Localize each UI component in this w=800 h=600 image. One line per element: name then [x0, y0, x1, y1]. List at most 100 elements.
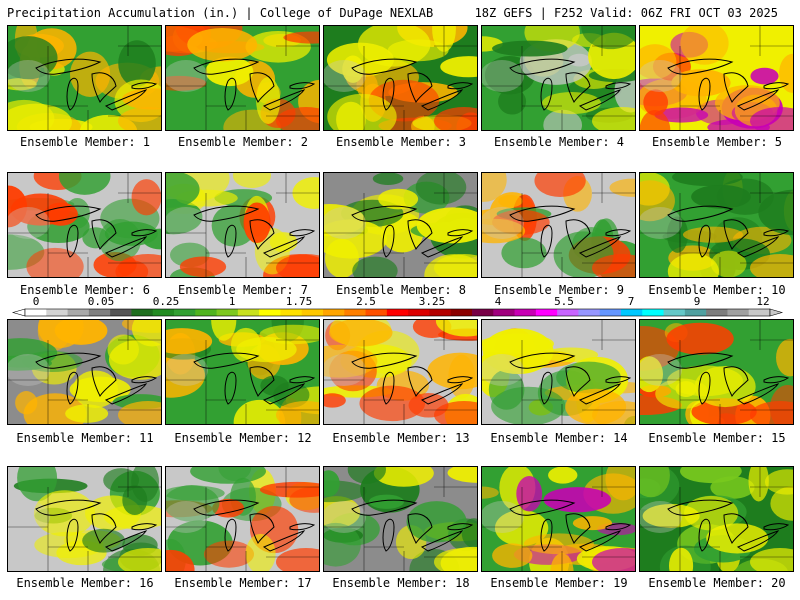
lake-outline	[66, 224, 79, 258]
colorbar-tick-label: 1.75	[285, 295, 313, 308]
ensemble-member-label: Ensemble Member: 8	[335, 283, 467, 297]
lake-outline	[565, 72, 591, 103]
colorbar-swatch	[727, 309, 750, 316]
colorbar-swatch	[301, 309, 324, 316]
colorbar-tick-label: 2.5	[356, 295, 376, 308]
ensemble-panel-18	[323, 466, 478, 572]
lake-outline	[763, 82, 790, 90]
lake-outline	[289, 229, 316, 237]
colorbar-tick-label: 0.25	[152, 295, 180, 308]
colorbar-swatch	[216, 309, 239, 316]
lake-outline	[565, 513, 591, 544]
colorbar-swatch	[621, 309, 643, 316]
colorbar-swatch	[344, 309, 367, 316]
colorbar-right-arrow	[769, 308, 784, 317]
lake-outline	[91, 513, 117, 544]
lake-outline	[763, 523, 790, 531]
ensemble-panel-19	[481, 466, 636, 572]
lake-outline	[382, 518, 395, 552]
colorbar-swatch	[408, 309, 430, 316]
colorbar-tick-label: 9	[693, 295, 701, 308]
lake-outline	[447, 523, 474, 531]
lake-outline	[578, 236, 622, 258]
lake-outline	[262, 530, 306, 552]
precip-map-19	[482, 467, 635, 571]
colorbar-swatch	[429, 309, 452, 316]
lake-outline	[509, 58, 576, 75]
lake-outline	[35, 58, 102, 75]
colorbar-swatch	[259, 309, 281, 316]
colorbar-tick-label: 4	[494, 295, 502, 308]
lake-outline	[104, 530, 148, 552]
precip-map-7	[166, 173, 319, 277]
colorbar-swatch	[748, 309, 771, 316]
colorbar-swatch	[578, 309, 601, 316]
lake-outline	[289, 376, 316, 384]
ensemble-member-label: Ensemble Member: 19	[490, 576, 628, 590]
lake-outline	[66, 77, 79, 111]
lake-outline	[249, 219, 275, 250]
colorbar-swatch	[557, 309, 579, 316]
lake-outline	[104, 383, 148, 405]
lake-outline	[262, 236, 306, 258]
ensemble-panel-10	[639, 172, 794, 278]
ensemble-member-label: Ensemble Member: 6	[19, 283, 151, 297]
precip-map-13	[324, 320, 477, 424]
ensemble-panel-9	[481, 172, 636, 278]
ensemble-member-label: Ensemble Member: 17	[174, 576, 312, 590]
colorbar-tick-label: 1	[228, 295, 236, 308]
lake-outline	[407, 219, 433, 250]
lake-outline	[420, 89, 464, 111]
lake-outline	[447, 376, 474, 384]
colorbar-swatch	[25, 309, 47, 316]
lake-outline	[35, 499, 102, 516]
colorbar-tick-label: 0	[32, 295, 40, 308]
lake-outline	[447, 82, 474, 90]
lake-outline	[131, 82, 158, 90]
lake-outline	[351, 58, 418, 75]
lake-outline	[66, 518, 79, 552]
ensemble-member-label: Ensemble Member: 12	[174, 431, 312, 445]
lake-outline	[605, 523, 632, 531]
colorbar-tick-label: 12	[756, 295, 770, 308]
lake-outline	[224, 77, 237, 111]
lake-outline	[289, 523, 316, 531]
colorbar-swatch	[642, 309, 665, 316]
lake-outline	[698, 224, 711, 258]
lake-outline	[540, 224, 553, 258]
colorbar-swatch	[450, 309, 473, 316]
lake-outline	[723, 366, 749, 397]
ensemble-panel-11	[7, 319, 162, 425]
ensemble-member-label: Ensemble Member: 18	[332, 576, 470, 590]
colorbar-swatch	[386, 309, 409, 316]
colorbar-swatch	[323, 309, 345, 316]
colorbar-swatch	[88, 309, 111, 316]
lake-outline	[723, 72, 749, 103]
ensemble-panel-17	[165, 466, 320, 572]
precip-map-16	[8, 467, 161, 571]
lake-outline	[723, 513, 749, 544]
lake-outline	[698, 518, 711, 552]
ensemble-panel-3	[323, 25, 478, 131]
colorbar-swatch	[46, 309, 69, 316]
lake-outline	[565, 219, 591, 250]
precip-map-10	[640, 173, 793, 277]
lake-outline	[224, 224, 237, 258]
colorbar-tick-label: 0.05	[87, 295, 115, 308]
lake-outline	[131, 523, 158, 531]
lake-outline	[249, 72, 275, 103]
ensemble-panel-1	[7, 25, 162, 131]
ensemble-panel-16	[7, 466, 162, 572]
colorbar-swatch	[365, 309, 388, 316]
lake-outline	[509, 499, 576, 516]
lake-outline	[736, 530, 780, 552]
precip-map-14	[482, 320, 635, 424]
lake-outline	[104, 89, 148, 111]
colorbar-graphic	[11, 308, 784, 317]
lake-outline	[736, 89, 780, 111]
precip-map-20	[640, 467, 793, 571]
lake-outline	[540, 371, 553, 405]
lake-outline	[382, 371, 395, 405]
ensemble-member-label: Ensemble Member: 10	[648, 283, 786, 297]
lake-outline	[262, 383, 306, 405]
